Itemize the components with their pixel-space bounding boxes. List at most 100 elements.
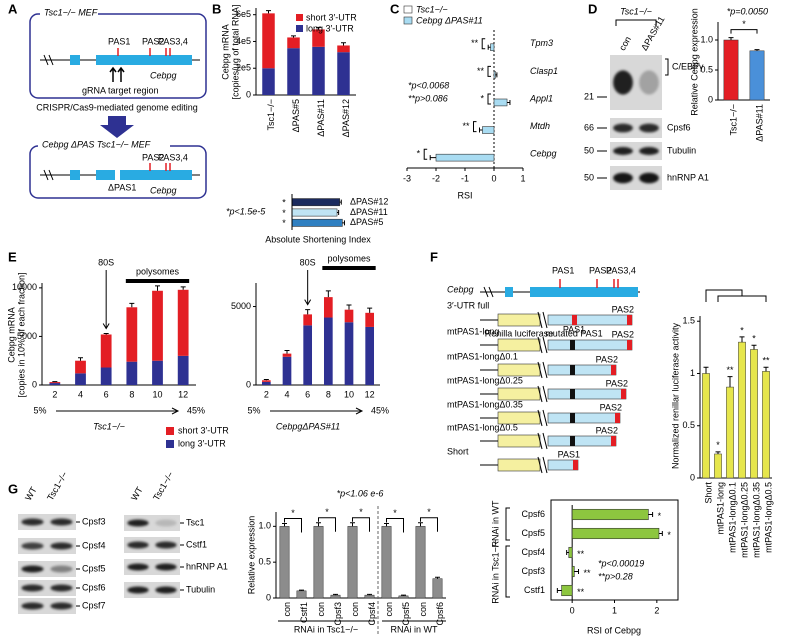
blot-band (613, 123, 633, 133)
x-tick-label: ΔPAS#11 (754, 104, 764, 142)
construct-label: mtPAS1-longΔ0.1 (447, 351, 518, 361)
legend-swatch (166, 427, 174, 435)
significance: * (291, 508, 295, 518)
site-label: PAS1 (558, 449, 580, 459)
x-tick-label: ΔPAS#11 (316, 99, 326, 137)
blot-band (50, 518, 73, 526)
error-bar (103, 333, 109, 335)
site-label: PAS2 (606, 378, 628, 388)
significance: * (667, 530, 671, 540)
bar (726, 386, 734, 479)
utr-box (96, 55, 192, 65)
error-bar (727, 376, 733, 388)
pas-label: PAS3,4 (158, 152, 188, 162)
x-tick-label: 2 (52, 389, 57, 399)
panel-label: C (390, 1, 400, 16)
legend-label: long 3′-UTR (306, 23, 354, 33)
band-label: Tubulin (186, 584, 215, 594)
error-bar (155, 285, 160, 291)
y-tick-label: 0 (32, 379, 37, 389)
significance: ** (577, 587, 585, 597)
y-axis-label: Cebpg mRNA (6, 307, 16, 363)
exon (70, 55, 80, 65)
error-bar (754, 49, 760, 51)
bar-segment (261, 380, 271, 382)
x-tick-label: Cpsf4 (367, 602, 377, 626)
x-tick-label: Tsc1−/− (266, 99, 276, 131)
error-bar (658, 531, 663, 536)
pas-site (611, 436, 616, 446)
panel-label: E (8, 249, 17, 264)
error-bar (507, 99, 511, 105)
y-tick-label: Cpsf6 (521, 509, 545, 519)
bar (435, 153, 495, 162)
x-tick-label: Cpsf6 (435, 602, 445, 626)
significance: * (393, 508, 397, 518)
y-tick-label: 0 (266, 592, 271, 602)
x-tick-label: mtPAS1-longΔ0.35 (751, 482, 761, 558)
blot-band (21, 584, 44, 592)
blot-band (50, 602, 73, 610)
method-label: CRISPR/Cas9-mediated genome editing (36, 102, 198, 112)
bar-segment (287, 37, 300, 49)
x-tick-label: con (418, 602, 428, 617)
significance: * (282, 198, 286, 208)
break-mark (537, 385, 548, 403)
lane-label: WT (129, 485, 145, 503)
error-bar (556, 588, 562, 593)
x-tick-label: 0 (491, 173, 496, 183)
bar-segment (323, 297, 333, 318)
significance: ** (462, 121, 470, 131)
error-bar (429, 155, 436, 161)
blot-band (21, 542, 44, 550)
y-tick-label: 0.5 (258, 557, 271, 567)
x-tick-label: 10 (344, 389, 354, 399)
y-tick-label: Mtdh (530, 121, 550, 131)
blot-band (50, 565, 73, 573)
y-tick-label: Clasp1 (530, 66, 558, 76)
pas-label: ΔPAS1 (108, 182, 136, 192)
sig-bracket (352, 517, 370, 532)
y-tick-label: 5000 (231, 301, 251, 311)
error-bar (495, 72, 498, 78)
plot-frame (550, 499, 679, 601)
panel-label: A (8, 1, 18, 16)
bar (750, 349, 758, 479)
blot (18, 538, 76, 554)
error-bar (78, 357, 83, 361)
sig-bracket (420, 517, 438, 532)
y-tick-label: Cpsf3 (521, 566, 545, 576)
bar-segment (344, 322, 354, 385)
legend-swatch (403, 16, 413, 25)
x-tick-label: 1 (520, 173, 525, 183)
bar-segment (303, 314, 313, 326)
band-label: Cpsf3 (82, 516, 106, 526)
x-tick-label: mtPAS1-longΔ0.1 (727, 482, 737, 553)
gradient-label: 45% (371, 405, 389, 415)
bar (568, 546, 573, 559)
significance: ** (726, 365, 734, 375)
bar (723, 39, 739, 101)
y-tick-label: 0 (690, 472, 695, 482)
bar-segment (365, 326, 375, 385)
error-bar (305, 309, 311, 315)
sig-bracket (284, 517, 302, 533)
x-tick-label: con (316, 602, 326, 617)
x-tick-label: 2 (654, 605, 659, 615)
significance: * (282, 208, 286, 218)
annotation: **p>0.28 (598, 571, 633, 581)
bar (415, 526, 426, 599)
x-tick-label: Short (703, 482, 713, 504)
x-tick-label: Tsc1−/− (728, 104, 738, 136)
header-bracket (615, 19, 657, 26)
lane-label: WT (23, 485, 39, 503)
error-bar (401, 594, 406, 596)
blot-band (639, 147, 659, 155)
error-bar (333, 593, 338, 596)
blot (124, 559, 180, 575)
pas-site (627, 315, 632, 325)
blot-band (21, 565, 44, 573)
bar (571, 565, 575, 578)
construct-label: Short (447, 446, 469, 456)
bar (490, 43, 495, 51)
